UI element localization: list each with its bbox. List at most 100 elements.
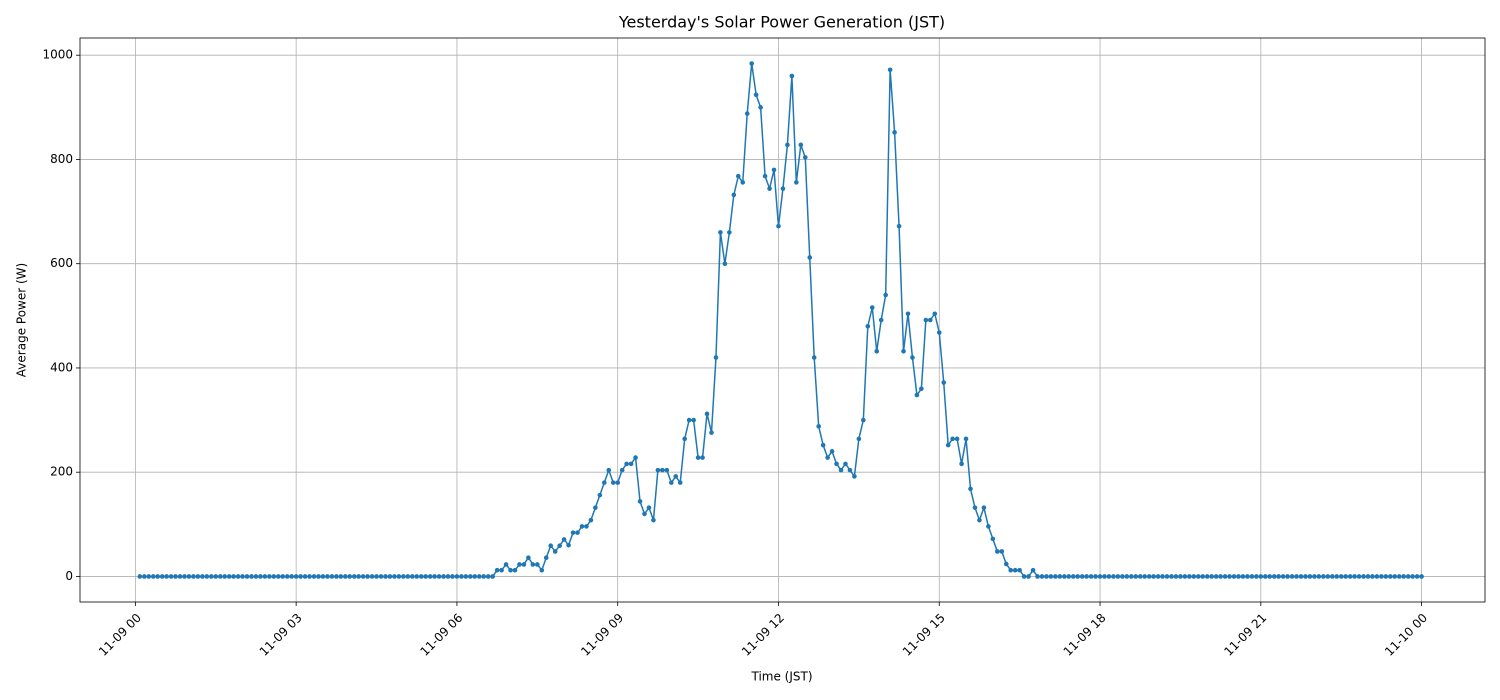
- data-point: [1379, 574, 1384, 579]
- data-point: [664, 467, 670, 473]
- data-point: [298, 574, 303, 579]
- data-point: [481, 574, 487, 579]
- data-point: [217, 574, 223, 579]
- data-point: [1227, 574, 1232, 579]
- data-point: [1312, 574, 1317, 579]
- data-point: [267, 574, 272, 579]
- chart-title: Yesterday's Solar Power Generation (JST): [618, 13, 945, 32]
- x-tick-label: 11-09 06: [417, 611, 465, 659]
- data-point: [1262, 574, 1268, 579]
- data-point: [490, 574, 495, 579]
- data-point: [838, 467, 844, 473]
- data-point: [1276, 574, 1281, 579]
- data-point: [610, 480, 616, 485]
- data-point: [311, 574, 317, 579]
- data-point: [1352, 574, 1357, 579]
- data-point: [981, 505, 987, 510]
- data-point: [865, 323, 871, 329]
- data-point: [615, 480, 621, 485]
- data-point: [1338, 574, 1344, 579]
- data-point: [401, 574, 406, 579]
- data-point: [182, 574, 187, 579]
- data-point: [409, 574, 415, 579]
- data-point: [668, 480, 674, 485]
- data-point: [1222, 574, 1228, 579]
- data-point: [155, 574, 161, 579]
- data-point: [293, 574, 299, 579]
- data-point: [1365, 574, 1371, 579]
- data-point: [347, 574, 353, 579]
- x-tick-label: 11-09 00: [96, 611, 144, 659]
- data-point: [811, 355, 817, 360]
- y-tick-label: 400: [50, 360, 73, 374]
- data-point: [633, 455, 638, 460]
- data-point: [789, 73, 795, 79]
- data-point: [1254, 574, 1259, 579]
- x-tick-label: 11-09 12: [739, 611, 787, 659]
- data-point: [1388, 574, 1393, 579]
- data-point: [1084, 574, 1089, 579]
- data-point: [695, 455, 701, 460]
- data-point: [1164, 574, 1170, 579]
- data-point: [1218, 574, 1223, 579]
- data-point: [557, 543, 562, 549]
- data-point: [459, 574, 464, 579]
- data-point: [472, 574, 478, 579]
- data-point: [253, 574, 259, 579]
- data-point: [1151, 574, 1156, 579]
- data-point: [637, 499, 643, 504]
- data-point: [905, 311, 911, 317]
- data-point: [334, 574, 339, 579]
- data-point: [820, 442, 826, 448]
- data-point: [691, 417, 696, 423]
- data-point: [869, 305, 875, 310]
- data-point: [1240, 574, 1246, 579]
- data-point: [995, 549, 1000, 554]
- data-point: [142, 574, 147, 579]
- data-point: [405, 574, 411, 579]
- data-point: [1115, 574, 1121, 579]
- x-tick-label: 11-09 15: [900, 611, 948, 659]
- data-point: [1173, 574, 1179, 579]
- data-point: [235, 574, 241, 579]
- data-point: [660, 467, 665, 473]
- data-point: [901, 348, 906, 354]
- data-point: [249, 574, 254, 579]
- data-point: [191, 574, 196, 579]
- data-point: [1039, 574, 1045, 579]
- data-point: [280, 574, 286, 579]
- data-point: [1030, 567, 1036, 573]
- data-point: [1070, 574, 1076, 579]
- data-point: [441, 574, 446, 579]
- data-point: [1374, 574, 1380, 579]
- data-point: [1012, 567, 1018, 573]
- data-point: [1231, 574, 1237, 579]
- data-point: [1329, 574, 1335, 579]
- data-point: [1160, 574, 1165, 579]
- data-point: [432, 574, 437, 579]
- data-point: [673, 474, 679, 479]
- data-point: [896, 223, 902, 229]
- data-point: [240, 574, 245, 579]
- data-point: [222, 574, 227, 579]
- data-point: [539, 567, 545, 573]
- data-point: [1294, 574, 1299, 579]
- data-point: [1062, 574, 1067, 579]
- data-point: [584, 524, 589, 529]
- data-point: [593, 505, 598, 510]
- data-point: [195, 574, 201, 579]
- data-point: [271, 574, 277, 579]
- data-point: [1137, 574, 1143, 579]
- data-point: [682, 436, 687, 442]
- data-point: [1405, 574, 1411, 579]
- data-point: [1307, 574, 1313, 579]
- data-point: [936, 330, 942, 335]
- data-point: [566, 542, 571, 548]
- data-point: [244, 574, 250, 579]
- data-point: [543, 555, 549, 560]
- data-point: [168, 574, 174, 579]
- data-point: [436, 574, 442, 579]
- data-point: [923, 317, 929, 323]
- data-point: [374, 574, 379, 579]
- data-point: [1111, 574, 1116, 579]
